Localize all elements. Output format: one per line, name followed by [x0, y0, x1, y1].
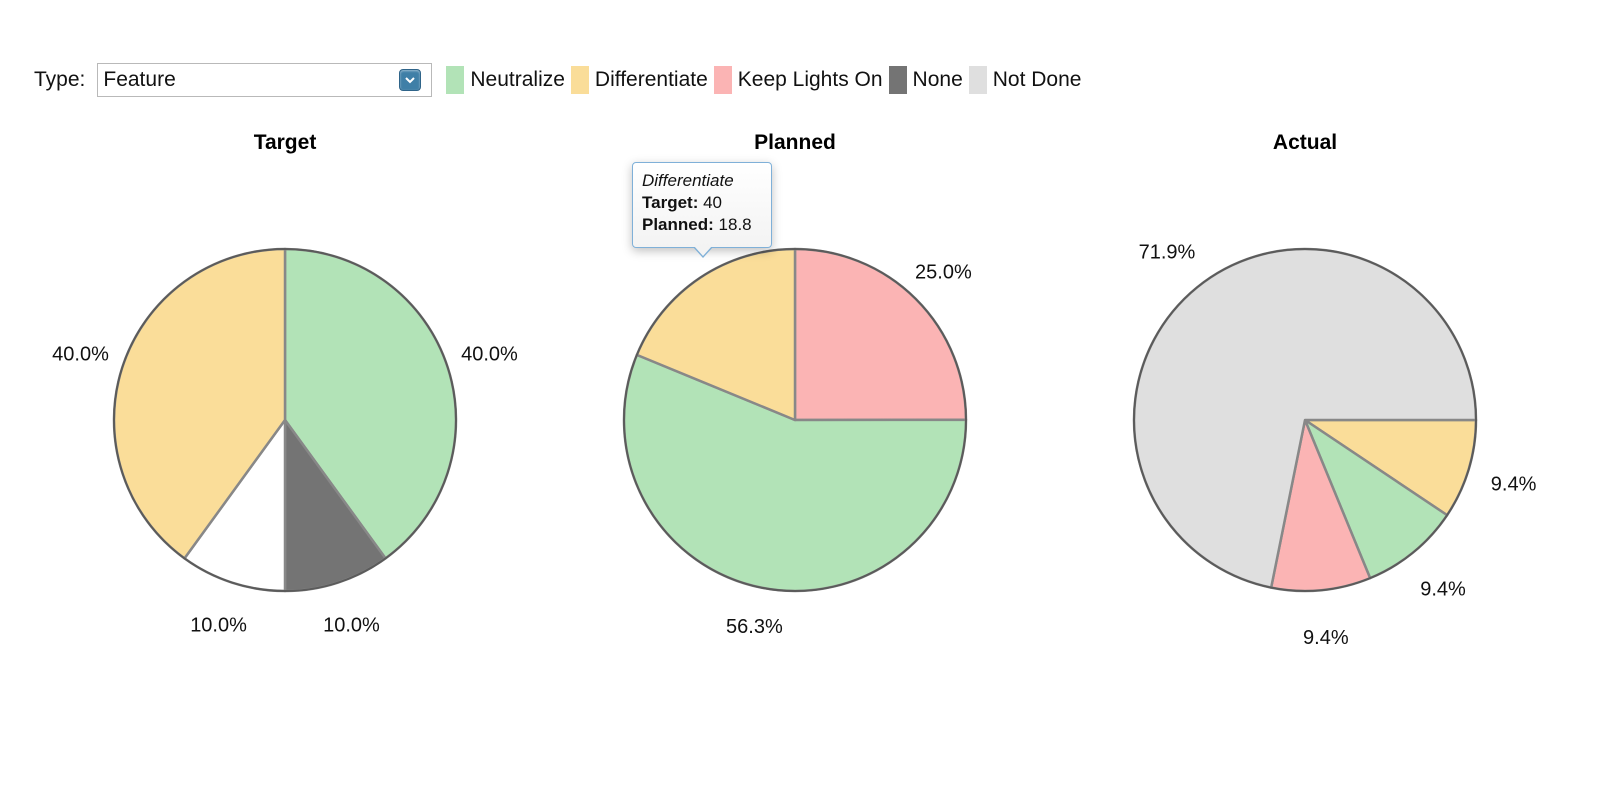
legend-label: Keep Lights On [737, 68, 883, 91]
tooltip-target-label: Target: [642, 193, 699, 212]
type-label: Type: [34, 68, 86, 91]
legend-swatch [888, 66, 907, 94]
legend-swatch [570, 66, 589, 94]
legend-swatch [713, 66, 732, 94]
chevron-down-icon[interactable] [399, 69, 422, 91]
pie-rim [1133, 248, 1477, 592]
slice-data-label: 40.0% [52, 344, 109, 366]
slice-data-label: 9.4% [1420, 579, 1466, 601]
pie-rim [623, 248, 967, 592]
slice-data-label: 10.0% [323, 614, 380, 636]
legend: Neutralize Differentiate Keep Lights On … [446, 66, 1087, 94]
tooltip-target-row: Target: 40 [642, 192, 762, 214]
type-select-value: Feature [103, 68, 176, 91]
legend-item-not-done: Not Done [968, 66, 1082, 94]
legend-item-none: None [888, 66, 963, 94]
pie-rim [113, 248, 457, 592]
chart-title: Planned [754, 131, 836, 154]
pie-chart-target: Target 40.0% 10.0% 10.0% 40.0% [52, 131, 518, 636]
legend-swatch [968, 66, 987, 94]
tooltip: Differentiate Target: 40 Planned: 18.8 [632, 162, 772, 258]
legend-item-differentiate: Differentiate [570, 66, 708, 94]
tooltip-planned-value: 18.8 [718, 215, 752, 234]
legend-label: Neutralize [470, 68, 565, 91]
chart-title: Target [254, 131, 317, 154]
tooltip-arrow [693, 246, 713, 258]
slice-data-label: 10.0% [190, 614, 247, 636]
slice-data-label: 9.4% [1303, 627, 1349, 649]
slice-data-label: 71.9% [1139, 241, 1196, 263]
legend-item-keep-lights-on: Keep Lights On [713, 66, 883, 94]
tooltip-planned-label: Planned: [642, 215, 714, 234]
slice-data-label: 56.3% [726, 616, 783, 638]
slice-data-label: 25.0% [915, 261, 972, 283]
chart-title: Actual [1273, 131, 1337, 154]
toolbar: Type: Feature Neutralize Differentiate K… [34, 62, 1087, 98]
slice-data-label: 9.4% [1491, 473, 1537, 495]
legend-item-neutralize: Neutralize [446, 66, 565, 94]
legend-label: Not Done [992, 68, 1082, 91]
type-select[interactable]: Feature [97, 63, 433, 97]
slice-data-label: 40.0% [461, 344, 518, 366]
tooltip-target-value: 40 [703, 193, 723, 212]
legend-label: Differentiate [594, 68, 708, 91]
pie-chart-planned: Planned 25.0% 56.3% [622, 131, 972, 638]
legend-label: None [912, 68, 963, 91]
tooltip-planned-row: Planned: 18.8 [642, 214, 762, 236]
pie-chart-actual: Actual 9.4% 9.4% 9.4% 71.9% [1132, 131, 1537, 649]
legend-swatch [446, 66, 465, 94]
tooltip-title: Differentiate [642, 171, 734, 190]
